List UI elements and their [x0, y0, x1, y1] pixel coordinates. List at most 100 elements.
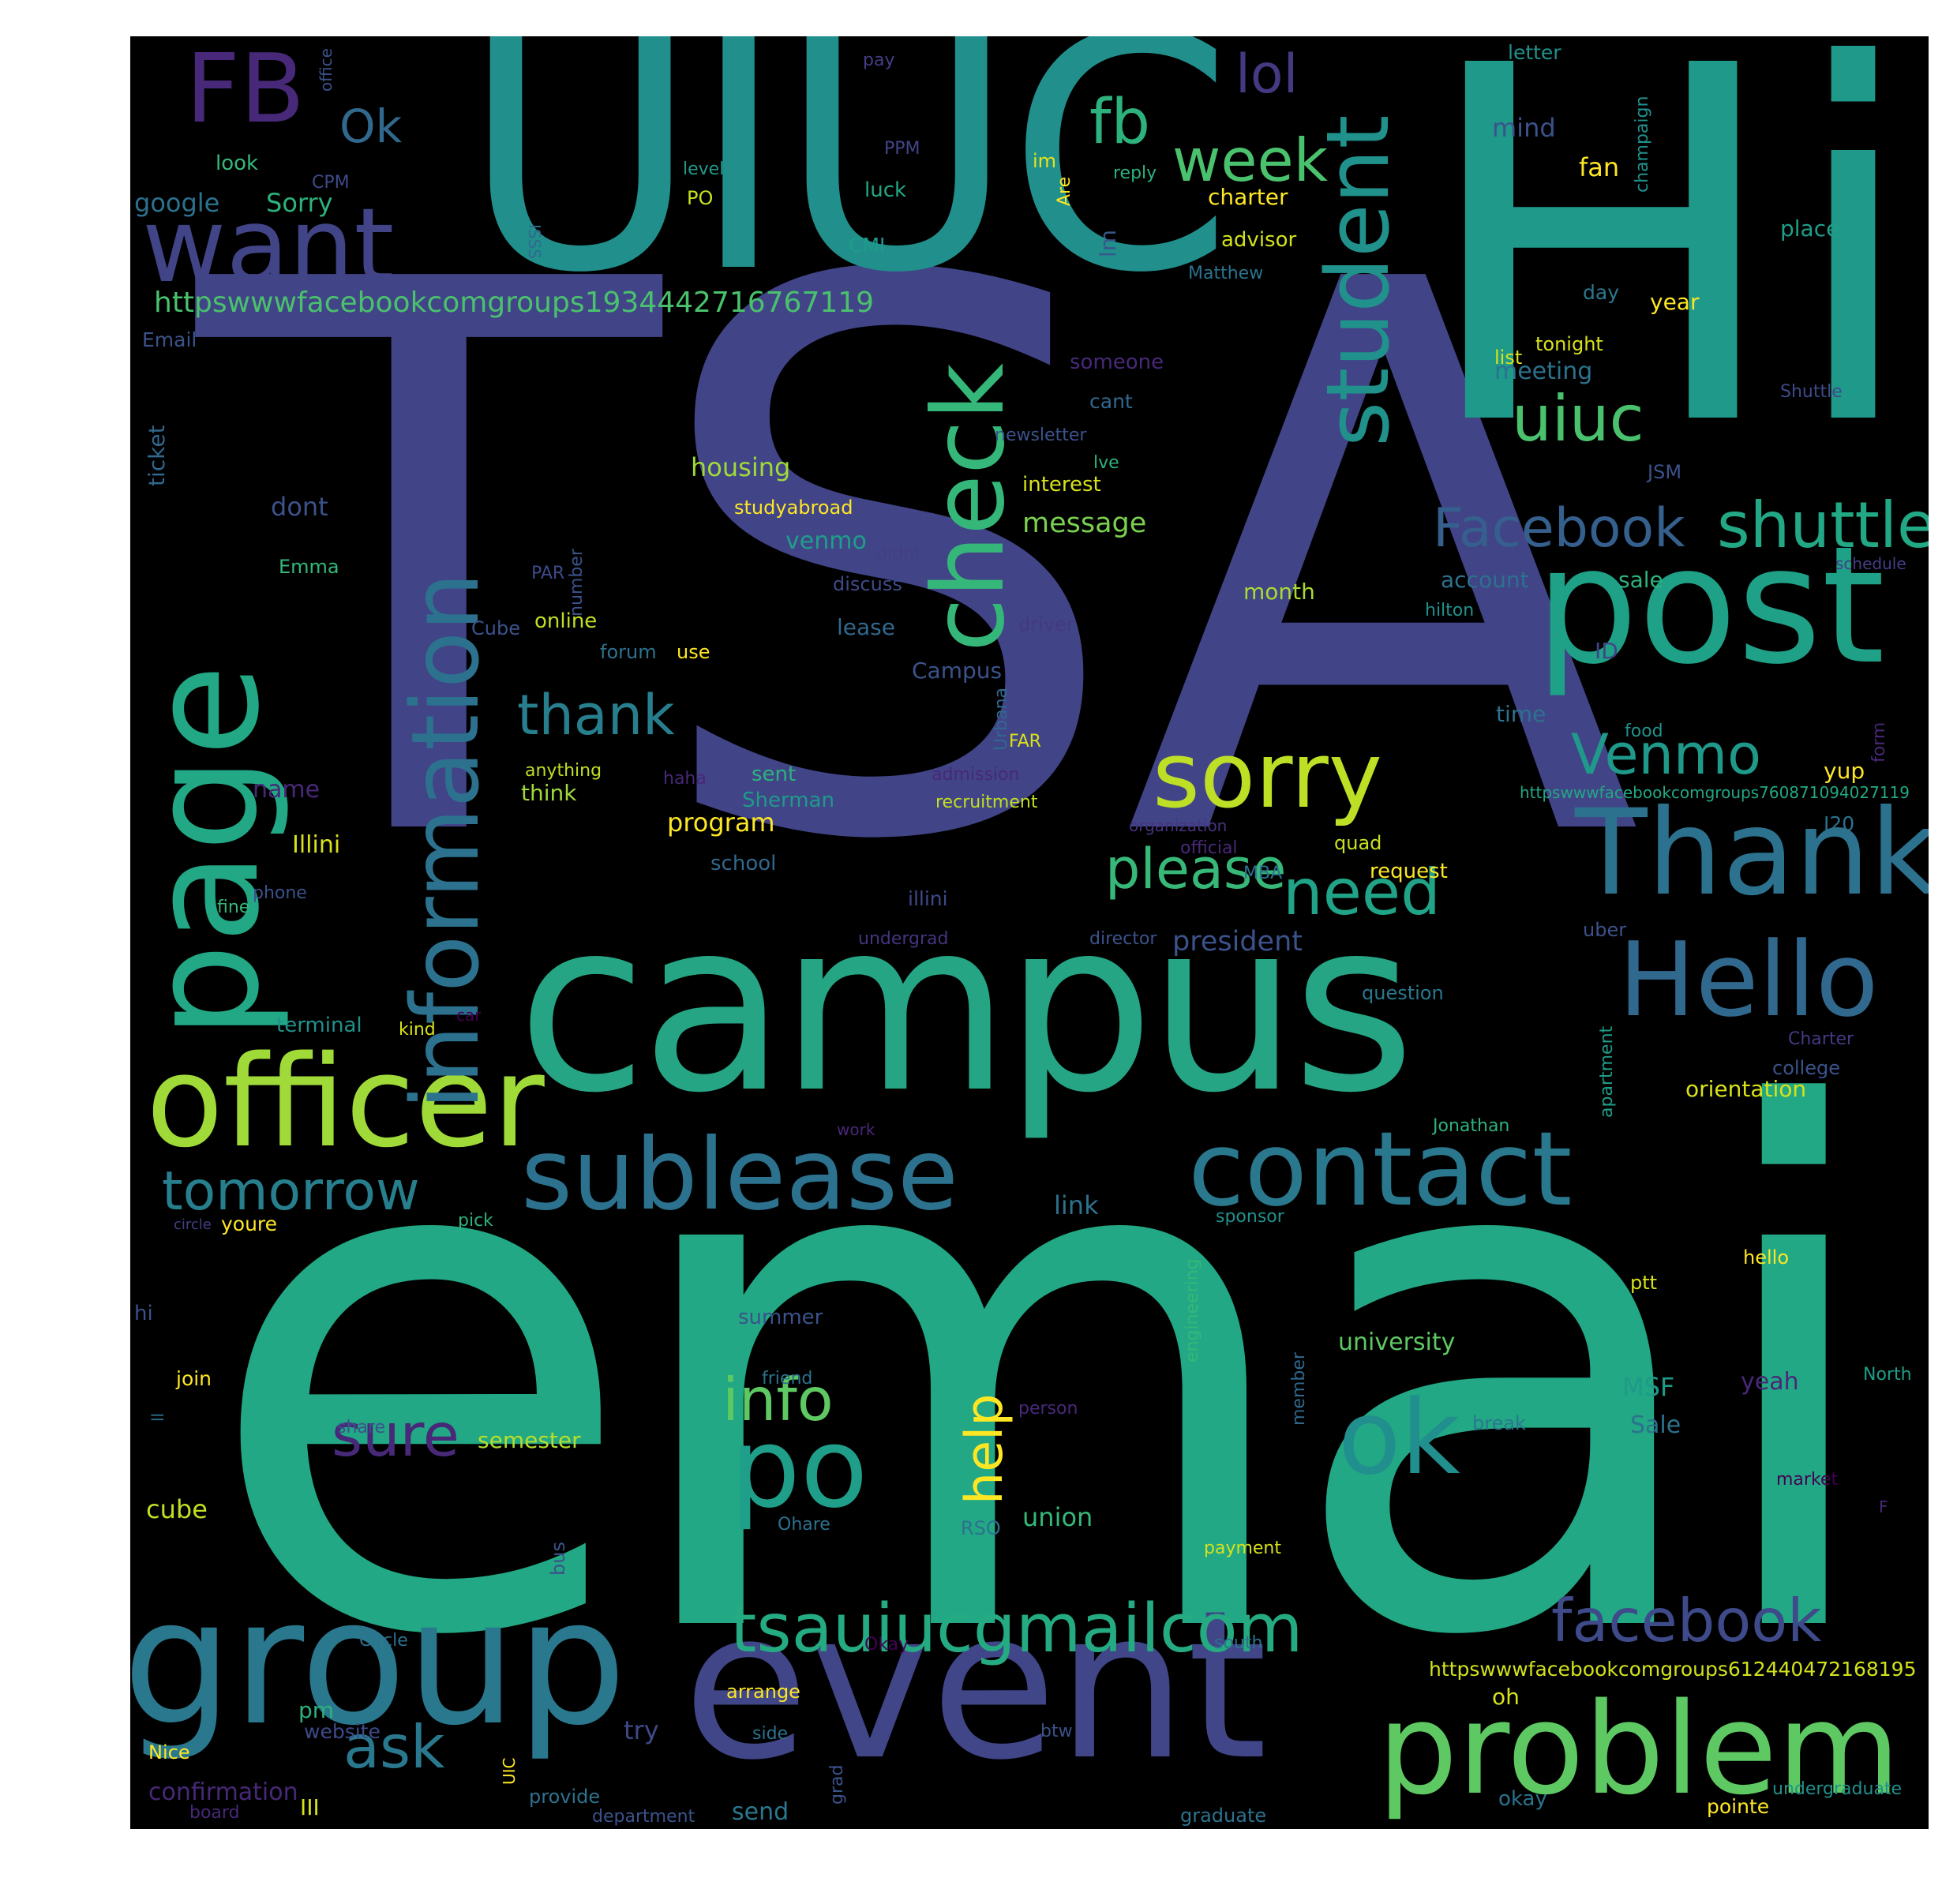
word-email: email	[201, 965, 1929, 1791]
word-po-upper: PO	[687, 187, 714, 209]
word-pm: pm	[298, 1697, 335, 1723]
word-jsm: JSM	[1648, 461, 1682, 483]
word-summer: summer	[738, 1306, 823, 1329]
word-matthew: Matthew	[1188, 264, 1264, 283]
word-south: south	[1214, 1633, 1263, 1653]
word-school: school	[710, 852, 777, 875]
word-ohare: Ohare	[778, 1515, 830, 1535]
word-program: program	[667, 808, 775, 838]
word-president: president	[1172, 926, 1303, 958]
word-contact: contact	[1188, 1109, 1573, 1229]
word-okay-lower: okay	[1498, 1787, 1547, 1811]
word-time: time	[1496, 701, 1546, 727]
word-please: please	[1105, 837, 1287, 901]
word-thank-upper: Thank	[1575, 785, 1929, 922]
word-form: form	[1869, 721, 1889, 763]
word-sorry: sorry	[1153, 723, 1382, 829]
word-organization: organization	[1129, 816, 1228, 835]
word-cpm: CPM	[312, 173, 350, 193]
word-payment: payment	[1204, 1539, 1282, 1558]
word-shuttle: shuttle	[1717, 489, 1929, 562]
word-reply: reply	[1113, 163, 1157, 183]
word-work: work	[837, 1120, 875, 1139]
word-kind: kind	[399, 1020, 436, 1040]
word-confirmation: confirmation	[148, 1778, 298, 1806]
word-google: google	[134, 188, 220, 218]
word-uiuc-upper: UIUC	[462, 36, 1233, 343]
word-sublease: sublease	[521, 1118, 958, 1232]
word-sale-lower: sale	[1618, 567, 1663, 593]
word-fb-group-link-3: httpswwwfacebookcomgroups612440472168195	[1429, 1658, 1917, 1681]
word-luck: luck	[864, 178, 907, 202]
word-day: day	[1583, 281, 1619, 304]
word-want: want	[142, 186, 395, 305]
word-number: number	[567, 549, 587, 617]
word-undergraduate: undergraduate	[1772, 1779, 1903, 1799]
word-department: department	[592, 1807, 695, 1827]
word-fan: fan	[1579, 152, 1620, 182]
word-tsa: TSA	[197, 124, 1642, 1006]
word-lol: lol	[1235, 43, 1299, 106]
word-year: year	[1650, 289, 1700, 315]
word-grad: grad	[827, 1764, 847, 1805]
word-fine: fine	[217, 898, 250, 917]
word-email-title: Email	[142, 328, 197, 351]
word-union: union	[1022, 1502, 1093, 1532]
word-engineering: engineering	[1183, 1258, 1202, 1362]
word-car: car	[456, 1006, 482, 1025]
word-btw: btw	[1040, 1722, 1073, 1741]
word-ticket: ticket	[144, 425, 170, 486]
word-pointe: pointe	[1707, 1795, 1770, 1818]
word-circle-title: Circle	[359, 1631, 408, 1651]
word-sorry-title: Sorry	[266, 188, 333, 218]
word-online: online	[534, 609, 598, 633]
word-side: side	[752, 1724, 789, 1744]
word-advisor: advisor	[1221, 228, 1297, 252]
word-place: place	[1780, 216, 1840, 242]
word-send: send	[732, 1798, 789, 1826]
word-studyabroad: studyabroad	[734, 497, 853, 519]
word-need: need	[1283, 856, 1441, 929]
word-use: use	[677, 641, 710, 663]
word-level: level	[683, 159, 725, 179]
word-uic: UIC	[500, 1757, 519, 1785]
word-haha: haha	[663, 769, 707, 789]
word-message: message	[1022, 508, 1147, 539]
word-cant: cant	[1089, 390, 1133, 413]
word-lve: lve	[1093, 453, 1119, 473]
word-problem: problem	[1378, 1675, 1901, 1823]
word-cube: cube	[146, 1494, 208, 1524]
word-par: PAR	[531, 564, 565, 583]
word-name: name	[253, 776, 321, 804]
word-someone: someone	[1070, 350, 1164, 374]
word-housing: housing	[691, 452, 791, 482]
word-semester: semester	[478, 1427, 581, 1453]
word-mba: MBA	[1243, 864, 1283, 883]
word-isss: ISSS	[525, 224, 544, 259]
word-check: check	[912, 363, 1026, 652]
word-charter-title: Charter	[1788, 1029, 1854, 1049]
word-fb-lower: fb	[1089, 87, 1150, 158]
word-request: request	[1370, 860, 1448, 883]
word-uiuc-lower: uiuc	[1512, 382, 1644, 455]
word-tomorrow: tomorrow	[162, 1160, 420, 1223]
word-oh: oh	[1492, 1684, 1520, 1710]
word-driver: driver	[1018, 613, 1074, 635]
word-phone: phone	[253, 883, 307, 903]
word-fb-group-link-1: httpswwwfacebookcomgroups193444271676711…	[154, 287, 875, 319]
word-try: try	[624, 1715, 659, 1745]
word-newsletter: newsletter	[995, 425, 1087, 445]
word-food: food	[1625, 721, 1663, 741]
word-sale-title: Sale	[1630, 1411, 1681, 1439]
word-ll: ll	[148, 1412, 167, 1422]
word-friend: friend	[762, 1369, 813, 1389]
word-sure: sure	[332, 1400, 459, 1470]
word-orientation: orientation	[1685, 1076, 1807, 1102]
word-officer: officer	[146, 1028, 545, 1175]
word-pick: pick	[458, 1211, 493, 1231]
word-person: person	[1018, 1399, 1078, 1419]
word-help: help	[955, 1393, 1014, 1505]
word-break: break	[1472, 1412, 1526, 1434]
word-facebook-lower: facebook	[1551, 1586, 1822, 1655]
word-lease: lease	[837, 614, 895, 640]
